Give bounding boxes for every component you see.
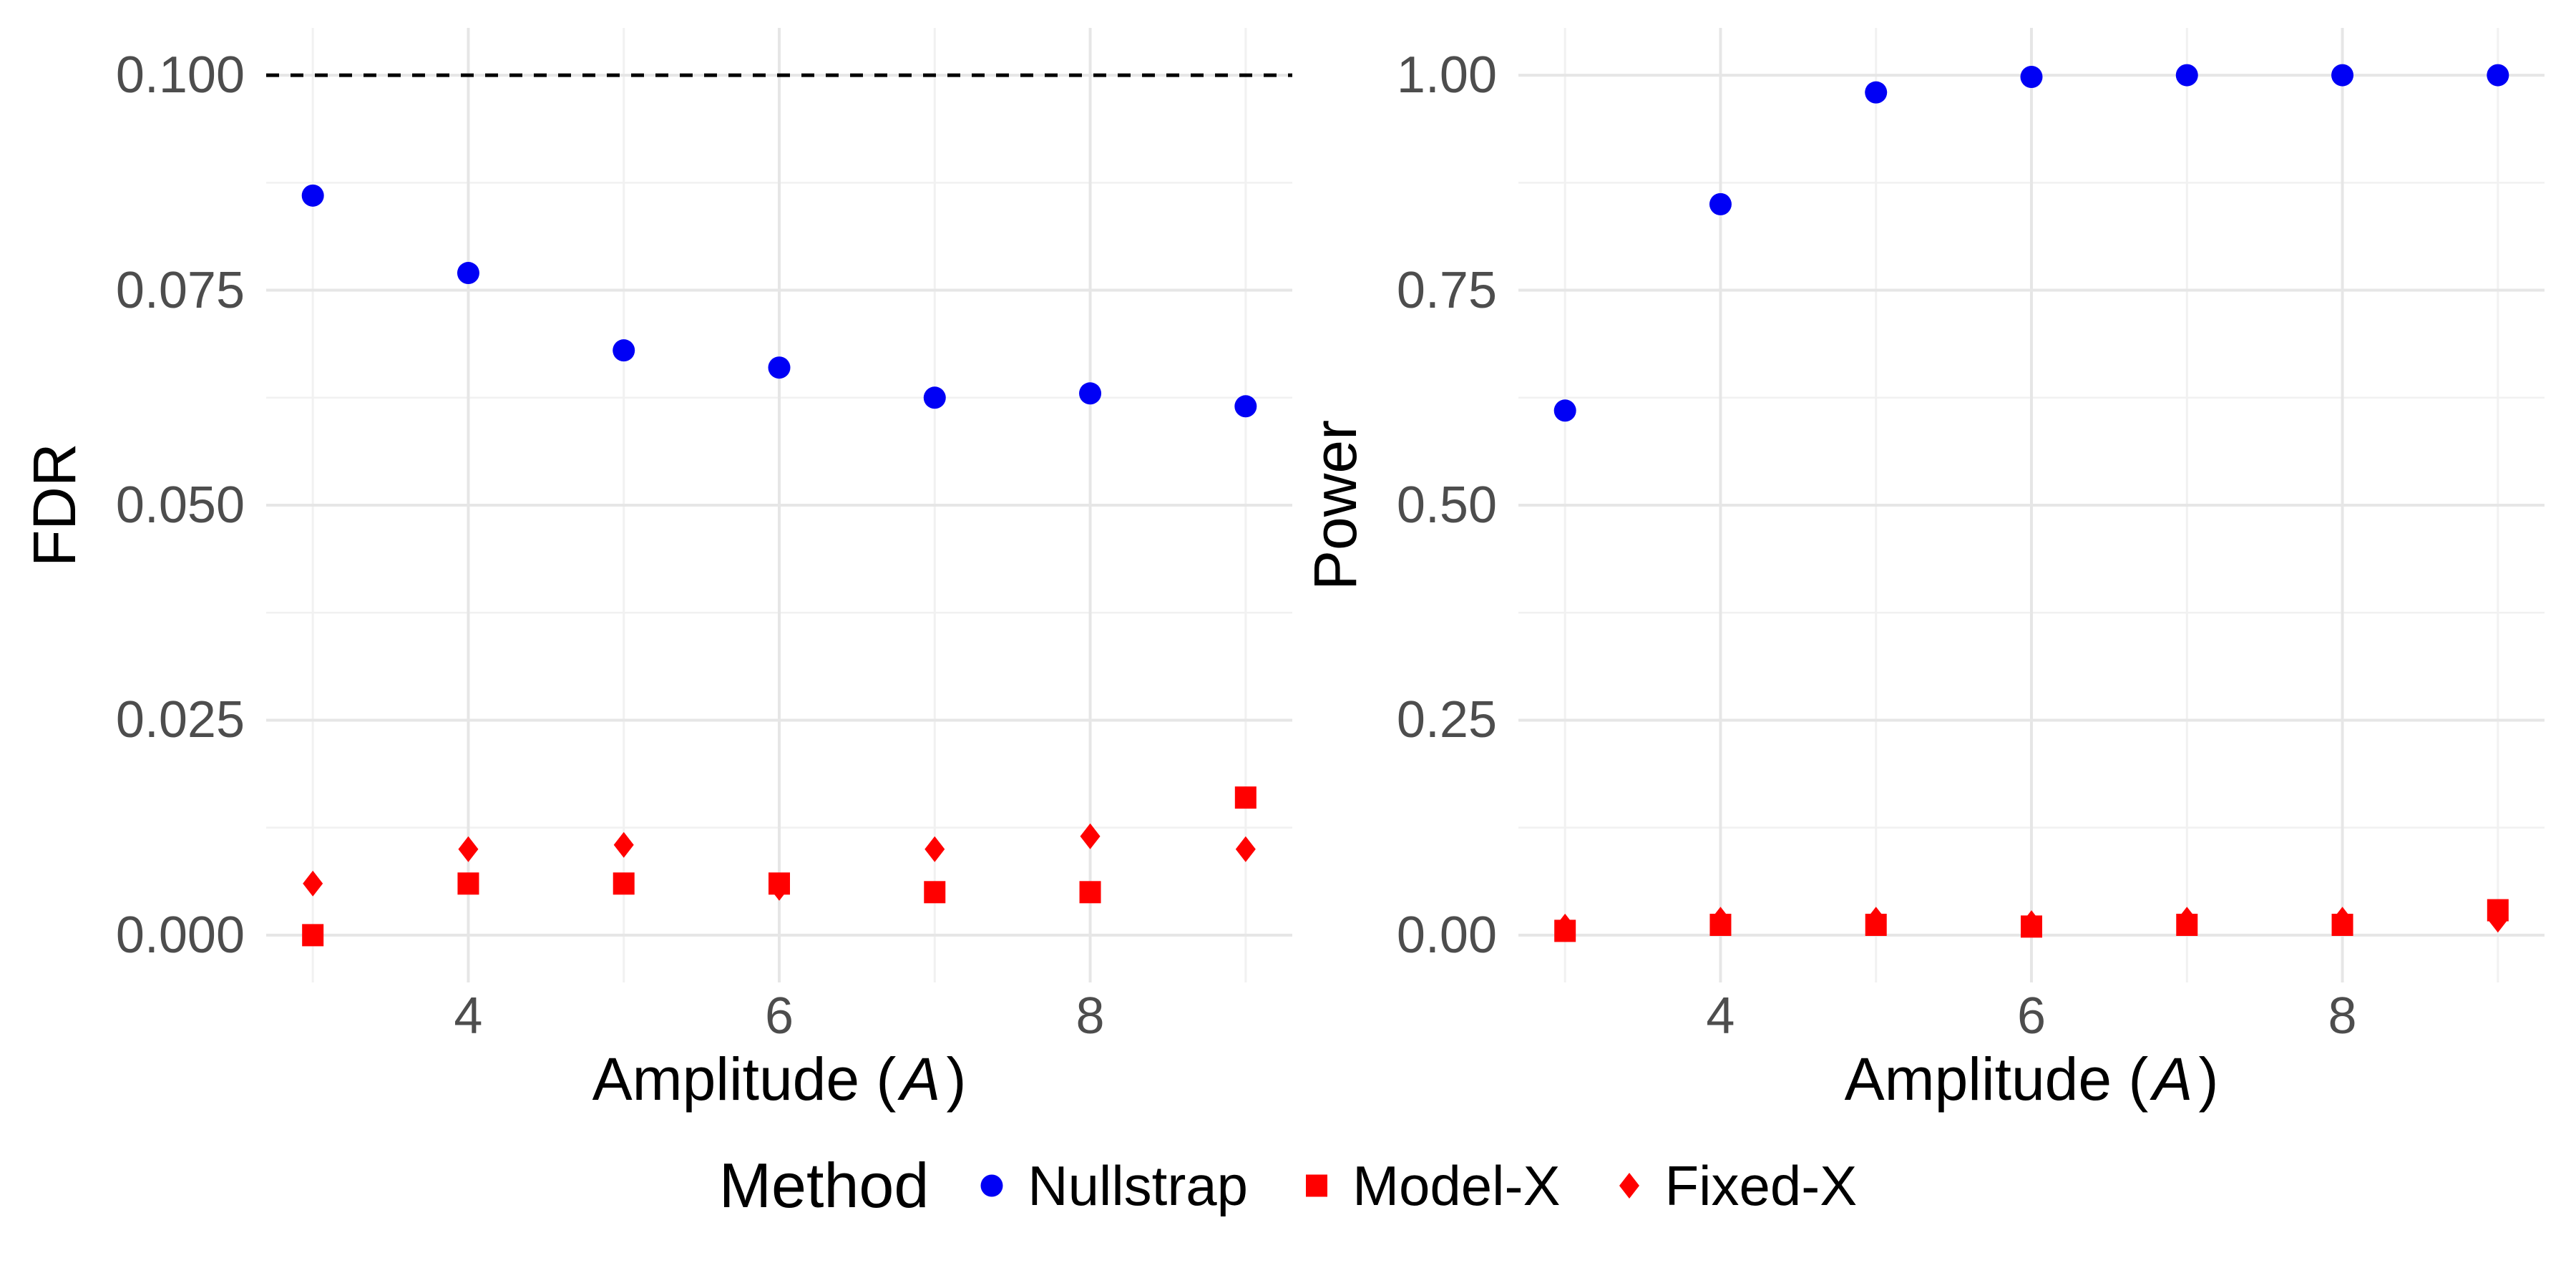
data-point-fixedx [769, 874, 789, 901]
legend-item-modelx: Model-X [1299, 1153, 1561, 1219]
legend-marker-square [1306, 1174, 1328, 1197]
data-point-fixedx [924, 836, 945, 862]
power-x-axis-title-variable: A [2152, 1045, 2193, 1113]
data-point-fixedx [1235, 836, 1256, 862]
data-point-modelx [457, 872, 479, 895]
data-point-nullstrap [1553, 399, 1576, 422]
fdr-y-tick-label: 0.050 [115, 477, 245, 534]
data-point-fixedx [2487, 907, 2508, 933]
data-point-nullstrap [768, 356, 791, 379]
data-point-modelx [302, 924, 324, 947]
data-point-fixedx [303, 870, 323, 897]
data-point-fixedx [458, 836, 479, 862]
data-point-nullstrap [1709, 192, 1732, 215]
data-point-nullstrap [2487, 64, 2509, 87]
legend: Method Nullstrap Model-X Fixed-X [0, 1139, 2576, 1232]
legend-label-nullstrap: Nullstrap [1028, 1153, 1249, 1217]
modelx-square-icon [1306, 1174, 1328, 1197]
data-point-fixedx [1865, 907, 1886, 933]
data-point-modelx [613, 872, 635, 895]
power-y-tick-label: 0.00 [1396, 906, 1497, 964]
fdr-y-tick-label: 0.000 [115, 906, 245, 964]
power-y-tick-label: 0.75 [1396, 261, 1497, 319]
data-point-fixedx [613, 831, 634, 858]
fdr-y-tick-label: 0.075 [115, 261, 245, 319]
legend-label-fixedx: Fixed-X [1664, 1153, 1858, 1217]
data-point-modelx [924, 881, 946, 904]
data-point-nullstrap [2331, 64, 2354, 87]
fdr-x-axis-title-suffix: ) [946, 1045, 967, 1113]
data-point-nullstrap [2020, 66, 2043, 89]
legend-item-fixedx: Fixed-X [1612, 1153, 1858, 1219]
power-y-tick-label: 0.25 [1396, 691, 1497, 749]
nullstrap-circle-icon [980, 1174, 1003, 1197]
data-point-nullstrap [923, 386, 946, 409]
data-point-fixedx [2021, 910, 2041, 937]
data-point-modelx [1234, 786, 1257, 809]
data-point-modelx [1079, 881, 1101, 904]
data-point-nullstrap [1865, 81, 1888, 104]
data-point-nullstrap [613, 339, 635, 362]
power-x-tick-label: 8 [2328, 987, 2357, 1045]
legend-title: Method [718, 1150, 930, 1221]
fdr-x-axis-title-text: Amplitude ( [592, 1045, 897, 1113]
fdr-y-tick-label: 0.100 [115, 47, 245, 104]
power-x-axis-title: Amplitude (A) [1518, 1046, 2545, 1112]
power-panel-plot-area [1518, 28, 2545, 982]
power-y-tick-label: 1.00 [1396, 47, 1497, 104]
power-x-axis-title-suffix: ) [2198, 1045, 2219, 1113]
legend-marker-diamond [1619, 1173, 1639, 1199]
power-x-tick-label: 6 [2016, 987, 2046, 1045]
power-y-tick-label: 0.50 [1396, 477, 1497, 534]
fdr-x-tick-label: 4 [454, 987, 483, 1045]
fdr-x-axis-title: Amplitude (A) [266, 1046, 1292, 1112]
data-point-fixedx [2332, 907, 2353, 933]
data-point-fixedx [1710, 907, 1731, 933]
data-point-fixedx [2177, 907, 2197, 933]
power-x-tick-label: 4 [1706, 987, 1735, 1045]
fdr-x-tick-label: 8 [1075, 987, 1105, 1045]
fdr-x-tick-label: 6 [764, 987, 794, 1045]
fdr-y-tick-label: 0.025 [115, 691, 245, 749]
data-point-nullstrap [1234, 395, 1257, 418]
data-point-nullstrap [301, 184, 324, 207]
fdr-panel-plot-area [266, 28, 1292, 982]
fdr-x-axis-title-variable: A [900, 1045, 941, 1113]
data-point-fixedx [1080, 823, 1101, 849]
legend-marker-circle [980, 1174, 1003, 1197]
legend-label-modelx: Model-X [1352, 1153, 1561, 1217]
data-point-nullstrap [1079, 382, 1102, 405]
data-point-nullstrap [2175, 64, 2198, 87]
data-point-fixedx [1555, 913, 1576, 940]
legend-item-nullstrap: Nullstrap [975, 1153, 1248, 1219]
data-point-nullstrap [457, 262, 479, 285]
fixedx-diamond-icon [1619, 1173, 1639, 1199]
power-x-axis-title-text: Amplitude ( [1844, 1045, 2149, 1113]
